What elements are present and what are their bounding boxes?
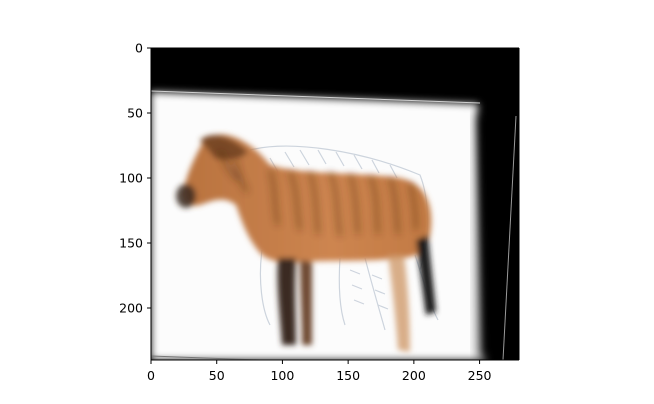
x-tick-label: 50 [209, 368, 225, 383]
x-tick-label: 100 [270, 368, 294, 383]
x-tick-label: 150 [336, 368, 360, 383]
y-tick-label: 0 [135, 41, 143, 56]
y-tick-label: 50 [127, 106, 143, 121]
x-tick-label: 200 [402, 368, 426, 383]
x-axis-ticks: 0 50 100 150 200 250 [147, 360, 492, 383]
y-tick-label: 100 [119, 171, 143, 186]
plot-image [151, 48, 519, 360]
y-tick-label: 200 [119, 301, 143, 316]
y-tick-label: 150 [119, 236, 143, 251]
x-tick-label: 250 [468, 368, 492, 383]
y-axis-ticks: 0 50 100 150 200 [119, 41, 151, 316]
x-tick-label: 0 [147, 368, 155, 383]
